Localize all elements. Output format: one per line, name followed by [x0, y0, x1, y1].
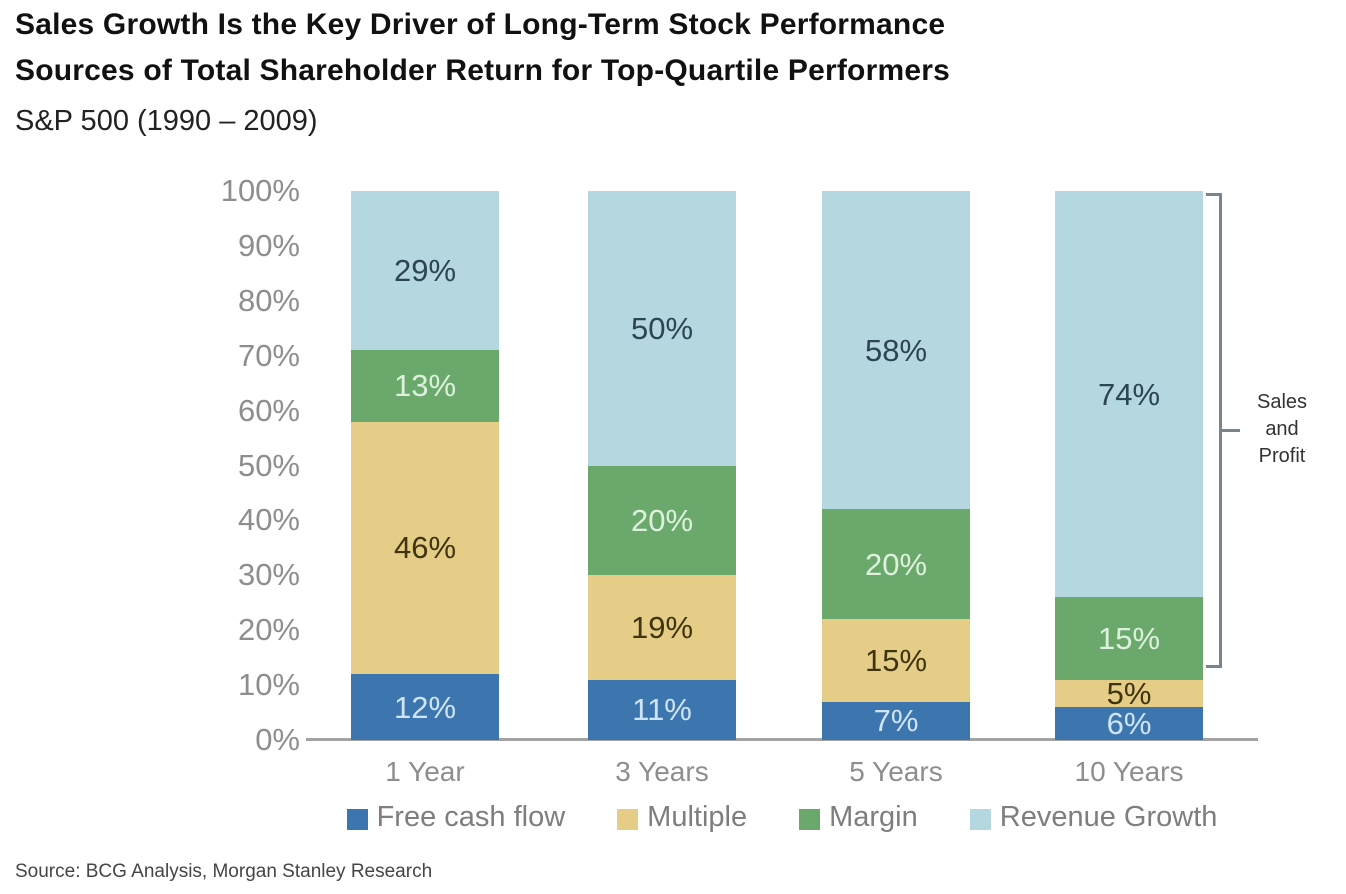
y-axis-tick-label: 70%: [237, 337, 300, 373]
y-axis-tick-label: 30%: [237, 557, 300, 593]
bar-segment-revenue-growth: 50%: [588, 191, 736, 466]
annotation-line-2: and: [1265, 418, 1299, 440]
bar-segment-free-cash-flow: 7%: [822, 701, 970, 740]
y-axis-tick-label: 50%: [237, 447, 300, 483]
legend-label: Revenue Growth: [999, 801, 1218, 833]
bar-value-label: 15%: [1097, 620, 1161, 656]
bar-value-label: 7%: [873, 703, 919, 739]
legend-label: Multiple: [647, 801, 748, 833]
y-axis-tick-label: 40%: [237, 502, 300, 538]
legend-swatch-icon: [617, 808, 639, 830]
bar-segment-revenue-growth: 74%: [1055, 191, 1203, 598]
bar-value-label: 29%: [393, 253, 457, 289]
sales-profit-bracket-bottom-hook: [1206, 665, 1222, 668]
bar-segment-multiple: 46%: [351, 421, 499, 675]
x-axis-label: 10 Years: [1074, 756, 1184, 787]
legend: Free cash flow Multiple Margin Revenue Grow…: [306, 801, 1258, 834]
bar-value-label: 58%: [864, 332, 928, 368]
bar-value-label: 12%: [393, 689, 457, 725]
annotation-line-3: Profit: [1258, 445, 1306, 467]
bar-value-label: 20%: [630, 502, 694, 538]
bar-value-label: 19%: [630, 609, 694, 645]
bar-value-label: 74%: [1097, 376, 1161, 412]
bar-value-label: 11%: [632, 692, 692, 728]
sales-profit-annotation: Sales and Profit: [1236, 389, 1328, 470]
x-axis-label: 3 Years: [615, 756, 709, 787]
legend-label: Margin: [829, 801, 918, 833]
bar-segment-revenue-growth: 58%: [822, 191, 970, 510]
y-axis-tick-label: 20%: [237, 612, 300, 648]
legend-item-free-cash-flow: Free cash flow: [346, 801, 566, 834]
legend-label: Free cash flow: [376, 801, 566, 833]
y-axis-tick-label: 90%: [237, 227, 300, 263]
sales-profit-bracket-top-hook: [1206, 193, 1222, 196]
y-axis-tick-label: 10%: [237, 667, 300, 703]
legend-item-margin: Margin: [799, 801, 918, 834]
bar-value-label: 5%: [1106, 675, 1152, 711]
bar-value-label: 50%: [630, 310, 694, 346]
legend-swatch-icon: [346, 808, 368, 830]
sales-profit-bracket-pointer: [1219, 429, 1240, 432]
bar-value-label: 13%: [393, 368, 457, 404]
legend-swatch-icon: [799, 808, 821, 830]
bar-segment-multiple: 5%: [1055, 675, 1203, 711]
bar-segment-multiple: 19%: [588, 575, 736, 680]
bar-segment-free-cash-flow: 11%: [588, 679, 736, 740]
page-title-line-2: Sources of Total Shareholder Return for …: [15, 54, 950, 87]
bar-value-label: 15%: [864, 642, 928, 678]
source-note: Source: BCG Analysis, Morgan Stanley Res…: [15, 861, 433, 882]
bar-segment-margin: 13%: [351, 350, 499, 422]
bar-segment-free-cash-flow: 6%: [1055, 707, 1203, 740]
bar-segment-margin: 20%: [822, 509, 970, 620]
bar-segment-margin: 15%: [1055, 597, 1203, 680]
y-axis-tick-label: 0%: [255, 722, 300, 757]
y-axis-tick-label: 80%: [237, 282, 300, 318]
page-title-line-1: Sales Growth Is the Key Driver of Long-T…: [15, 8, 946, 41]
legend-item-revenue-growth: Revenue Growth: [969, 801, 1218, 834]
legend-item-multiple: Multiple: [617, 801, 747, 834]
bar-segment-multiple: 15%: [822, 619, 970, 702]
legend-swatch-icon: [969, 808, 991, 830]
bar-segment-free-cash-flow: 12%: [351, 674, 499, 740]
bar-segment-margin: 20%: [588, 465, 736, 576]
bar-value-label: 20%: [864, 546, 928, 582]
bar-segment-revenue-growth: 29%: [351, 191, 499, 351]
x-axis-label: 1 Year: [385, 756, 465, 787]
y-axis-tick-label: 100%: [220, 173, 300, 208]
chart-subtitle: S&P 500 (1990 – 2009): [15, 105, 318, 137]
bar-value-label: 46%: [393, 530, 457, 566]
bar-value-label: 6%: [1106, 706, 1152, 742]
y-axis-tick-label: 60%: [237, 392, 300, 428]
x-axis-label: 5 Years: [849, 756, 943, 787]
x-axis-line: [306, 738, 1258, 741]
annotation-line-1: Sales: [1256, 391, 1308, 413]
